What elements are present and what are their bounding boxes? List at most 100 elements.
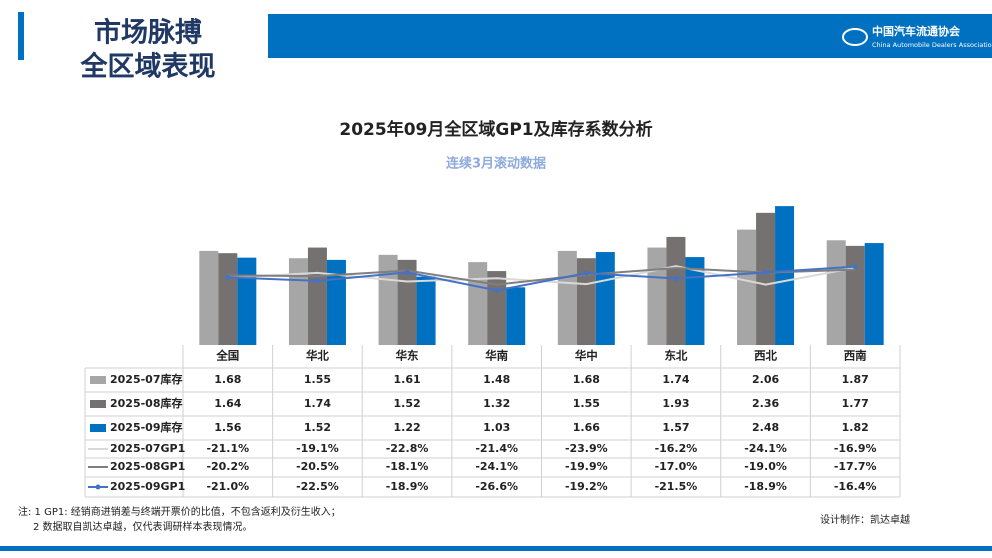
line <box>227 265 856 292</box>
table-cell: -20.2% <box>206 460 249 473</box>
table-cell: 2.36 <box>752 397 779 410</box>
bar <box>199 250 219 345</box>
footer-band <box>0 546 992 551</box>
table-cell: 1.93 <box>662 397 689 410</box>
bar <box>775 206 795 345</box>
table-cell: -18.1% <box>386 460 429 473</box>
bar <box>378 254 398 345</box>
logo-text: 中国汽车流通协会 <box>872 24 961 38</box>
x-tick-label: 华北 <box>306 349 329 363</box>
legend-swatch <box>95 484 101 490</box>
line <box>227 266 856 286</box>
table-cell: 1.64 <box>214 397 241 410</box>
bar <box>307 247 327 345</box>
table-cell: -24.1% <box>744 442 787 455</box>
legend-swatch <box>90 424 106 432</box>
bar <box>595 252 615 345</box>
legend-swatch <box>90 376 106 384</box>
footnote: 2 数据取自凯达卓越，仅代表调研样本表现情况。 <box>33 520 253 533</box>
table-cell: 2.48 <box>752 421 779 434</box>
table-cell: 2.06 <box>752 373 779 386</box>
bar <box>826 240 846 345</box>
table-cell: -21.1% <box>206 442 249 455</box>
chart-title: 2025年09月全区域GP1及库存系数分析 <box>339 119 652 140</box>
table-cell: -23.9% <box>565 442 608 455</box>
table-cell: -21.0% <box>206 480 249 493</box>
logo-subtext: China Automobile Dealers Association <box>872 41 992 49</box>
table-cell: -26.6% <box>475 480 518 493</box>
x-tick-label: 华东 <box>396 349 419 363</box>
table-cell: -21.4% <box>475 442 518 455</box>
line-marker <box>225 274 231 280</box>
table-cell: 1.77 <box>842 397 869 410</box>
bar <box>864 243 884 345</box>
line-marker <box>673 276 679 281</box>
table-cell: -18.9% <box>744 480 787 493</box>
table-cell: -16.2% <box>655 442 698 455</box>
line-marker <box>314 278 320 284</box>
table-cell: 1.56 <box>214 421 241 434</box>
footnote: 注: 1 GP1: 经销商进销差与终端开票价的比值，不包含返利及衍生收入； <box>18 505 341 518</box>
bar <box>576 258 596 345</box>
x-tick-label: 华南 <box>485 349 508 363</box>
table-cell: 1.52 <box>304 421 331 434</box>
header-band <box>268 14 992 58</box>
table-cell: 1.68 <box>573 373 600 386</box>
x-tick-label: 西南 <box>844 349 867 363</box>
table-cell: 1.82 <box>842 421 869 434</box>
x-tick-label: 华中 <box>575 349 598 363</box>
table-cell: 1.74 <box>662 373 689 386</box>
table-cell: -21.5% <box>655 480 698 493</box>
legend-label: 2025-07GP1 <box>110 442 185 455</box>
legend-label: 2025-09GP1 <box>110 480 185 493</box>
table-cell: -22.8% <box>386 442 429 455</box>
bar <box>218 253 238 345</box>
table-cell: 1.32 <box>483 397 510 410</box>
bar <box>647 247 667 345</box>
line-marker <box>404 269 410 275</box>
table-cell: -19.1% <box>296 442 339 455</box>
table-cell: 1.66 <box>573 421 600 434</box>
credit: 设计制作：凯达卓越 <box>820 513 910 526</box>
x-tick-label: 东北 <box>664 349 687 363</box>
bar <box>756 212 776 345</box>
bar <box>685 257 705 345</box>
bar <box>737 229 757 345</box>
legend-label: 2025-08GP1 <box>110 460 185 473</box>
table-cell: -19.9% <box>565 460 608 473</box>
line-marker <box>852 264 858 270</box>
table-cell: -16.4% <box>834 480 877 493</box>
bar <box>506 287 526 345</box>
table-cell: -22.5% <box>296 480 339 493</box>
logo-icon <box>842 28 868 46</box>
table-cell: 1.48 <box>483 373 510 386</box>
table-cell: -18.9% <box>386 480 429 493</box>
table-cell: 1.55 <box>304 373 331 386</box>
table-cell: 1.57 <box>662 421 689 434</box>
bar <box>487 271 507 345</box>
table-cell: 1.55 <box>573 397 600 410</box>
bar <box>557 250 577 345</box>
table-cell: -17.7% <box>834 460 877 473</box>
header-title: 市场脉搏 <box>94 17 202 49</box>
legend-label: 2025-08库存 <box>110 396 183 410</box>
bar <box>468 262 488 345</box>
x-tick-label: 西北 <box>754 349 777 363</box>
bar <box>666 236 686 345</box>
chart-subtitle: 连续3月滚动数据 <box>446 156 546 172</box>
legend-swatch <box>90 400 106 408</box>
bar <box>416 276 436 345</box>
table-cell: -16.9% <box>834 442 877 455</box>
table-cell: 1.22 <box>393 421 420 434</box>
table-cell: -20.5% <box>296 460 339 473</box>
bar <box>237 257 257 345</box>
table-cell: -24.1% <box>475 460 518 473</box>
header-title: 全区域表现 <box>80 51 216 83</box>
bar <box>326 259 346 345</box>
table-cell: 1.74 <box>304 397 331 410</box>
legend-label: 2025-09库存 <box>110 420 183 434</box>
table-cell: 1.52 <box>393 397 420 410</box>
table-cell: 1.03 <box>483 421 510 434</box>
